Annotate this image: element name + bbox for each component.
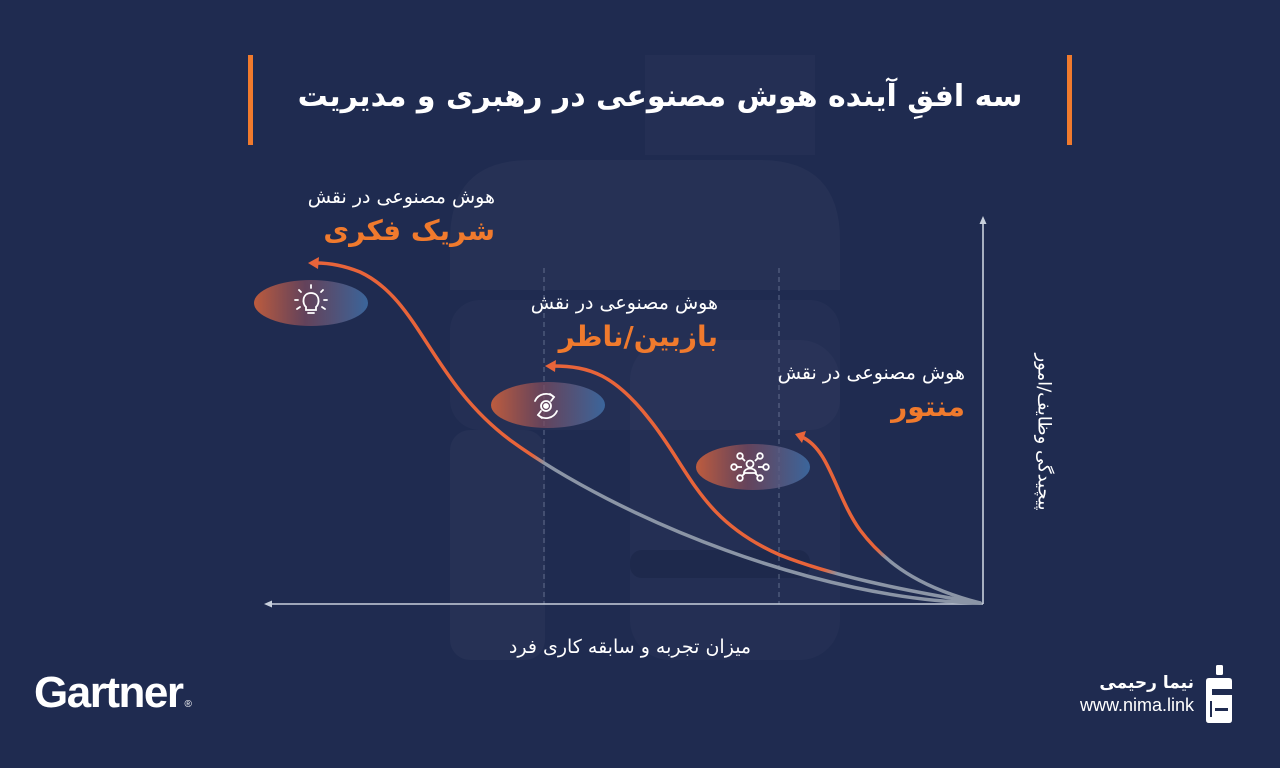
- page-title: سه افقِ آینده هوش مصنوعی در رهبری و مدیر…: [297, 79, 1023, 114]
- curve-reviewer: [551, 364, 982, 605]
- role-title: شریک فکری: [323, 214, 495, 247]
- role-title: منتور: [891, 390, 965, 423]
- x-axis-arrow: [264, 600, 272, 608]
- arrow-mentor: [795, 431, 806, 443]
- role-subtitle: هوش مصنوعی در نقش: [530, 292, 718, 314]
- role-subtitle: هوش مصنوعی در نقش: [307, 186, 495, 208]
- role-title: بازبین/ناظر: [558, 320, 718, 353]
- lightbulb-icon: [294, 284, 328, 314]
- role-label-reviewer: هوش مصنوعی در نقش بازبین/ناظر: [531, 292, 718, 353]
- curve-thought-partner: [314, 261, 982, 605]
- network-people-icon: [730, 452, 770, 482]
- y-axis-label: پیچیدگی وظایف/امور: [1033, 353, 1055, 511]
- role-label-mentor: هوش مصنوعی در نقش منتور: [778, 362, 965, 423]
- role-subtitle: هوش مصنوعی در نقش: [777, 362, 965, 384]
- title-accent-bar-left: [248, 55, 253, 145]
- arrow-reviewer: [545, 360, 556, 372]
- brand-name: نیما رحیمی: [1099, 672, 1194, 693]
- gartner-logo: Gartner ®: [34, 668, 192, 717]
- registered-mark: ®: [184, 699, 192, 710]
- gear-cycle-icon: [534, 393, 558, 419]
- arrow-thought-partner: [308, 257, 319, 269]
- role-label-thought-partner: هوش مصنوعی در نقش شریک فکری: [308, 186, 495, 247]
- title-block: سه افقِ آینده هوش مصنوعی در رهبری و مدیر…: [248, 55, 1072, 145]
- author-brand: نیما رحیمی www.nima.link: [1080, 664, 1234, 724]
- title-accent-bar-right: [1067, 55, 1072, 145]
- x-axis-label: میزان تجربه و سابقه کاری فرد: [508, 636, 752, 658]
- brand-logo-icon: [1206, 665, 1232, 723]
- pill-thought-partner: [254, 280, 368, 326]
- curve-mentor: [800, 435, 982, 605]
- y-axis-arrow: [979, 216, 987, 224]
- brand-url[interactable]: www.nima.link: [1079, 694, 1194, 715]
